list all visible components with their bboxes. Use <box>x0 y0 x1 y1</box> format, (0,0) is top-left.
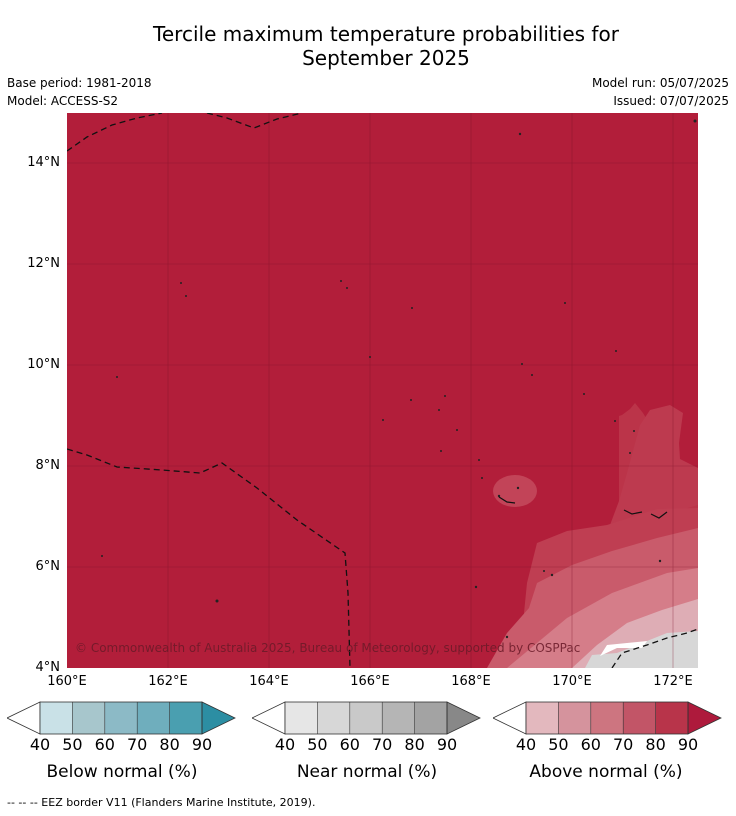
cb-above-bin-4 <box>623 702 656 734</box>
lat-label-6n: 6°N <box>35 559 61 574</box>
lon-label-164e: 164°E <box>249 674 289 689</box>
cb-above-bin-3 <box>590 702 624 734</box>
atolls <box>498 496 668 519</box>
colorbar-near-normal <box>252 701 481 735</box>
cb-below-bin-4 <box>137 702 170 734</box>
colorbar-above-normal <box>493 701 722 735</box>
cb-near-bin-5 <box>414 702 447 734</box>
cb-below-bin-2 <box>72 702 105 734</box>
probability-map <box>67 113 698 668</box>
cb-near-bin-2 <box>317 702 350 734</box>
cb-below-high-arrow <box>201 701 236 735</box>
cb-below-low-arrow <box>7 701 41 735</box>
model-name: Model: ACCESS-S2 <box>7 94 119 108</box>
lon-label-170e: 170°E <box>552 674 592 689</box>
cb-above-bin-1 <box>526 702 559 734</box>
cb-near-high-arrow <box>446 701 481 735</box>
colorbar-above-label: Above normal (%) <box>529 762 683 782</box>
lat-label-14n: 14°N <box>27 155 60 170</box>
cb-near-tick: 90 <box>436 735 458 754</box>
cb-below-tick: 40 <box>29 735 51 754</box>
white-gap <box>600 641 647 656</box>
cb-above-bin-5 <box>655 702 688 734</box>
near-normal-region <box>585 631 698 668</box>
cb-near-tick: 50 <box>307 735 328 754</box>
lat-label-4n: 4°N <box>35 660 61 675</box>
model-run: Model run: 05/07/2025 <box>591 76 729 90</box>
cb-above-tick: 80 <box>645 735 666 754</box>
eez-borders <box>67 113 698 668</box>
islands <box>101 119 697 639</box>
lon-label-166e: 166°E <box>350 674 390 689</box>
cb-above-bin-2 <box>558 702 591 734</box>
base-period: Base period: 1981-2018 <box>7 76 152 90</box>
cb-below-tick: 50 <box>62 735 83 754</box>
copyright-notice: © Commonwealth of Australia 2025, Bureau… <box>75 641 581 655</box>
cb-near-tick: 40 <box>274 735 296 754</box>
colorbar-below-label: Below normal (%) <box>46 762 198 782</box>
lon-label-162e: 162°E <box>148 674 188 689</box>
cb-near-tick: 70 <box>372 735 393 754</box>
lon-label-160e: 160°E <box>47 674 87 689</box>
patch-ellipse <box>493 475 537 507</box>
cb-near-bin-4 <box>382 702 415 734</box>
map-svg <box>67 113 698 668</box>
lon-label-172e: 172°E <box>653 674 693 689</box>
cb-above-tick: 50 <box>548 735 569 754</box>
cb-near-tick: 60 <box>339 735 360 754</box>
cb-below-tick: 70 <box>127 735 148 754</box>
above-80-northeast <box>610 405 698 531</box>
cb-near-tick: 80 <box>404 735 425 754</box>
chart-title: Tercile maximum temperature probabilitie… <box>0 22 736 70</box>
title-line-1: Tercile maximum temperature probabilitie… <box>153 22 619 46</box>
meta-left: Base period: 1981-2018 Model: ACCESS-S2 <box>7 74 152 110</box>
cb-below-bin-5 <box>169 702 202 734</box>
colorbar-near-label: Near normal (%) <box>296 762 438 782</box>
cb-below-tick: 60 <box>94 735 115 754</box>
lat-label-8n: 8°N <box>35 458 61 473</box>
cb-above-tick: 90 <box>677 735 699 754</box>
eez-footnote: -- -- -- EEZ border V11 (Flanders Marine… <box>7 796 316 809</box>
cb-above-tick: 60 <box>580 735 601 754</box>
cb-near-low-arrow <box>252 701 286 735</box>
cb-below-bin-3 <box>104 702 138 734</box>
lon-label-168e: 168°E <box>451 674 491 689</box>
colorbar-below-normal <box>7 701 236 735</box>
cb-below-bin-1 <box>40 702 73 734</box>
cb-above-high-arrow <box>687 701 722 735</box>
lat-label-12n: 12°N <box>27 256 60 271</box>
cb-near-bin-1 <box>285 702 318 734</box>
cb-below-tick: 90 <box>191 735 213 754</box>
cb-above-low-arrow <box>493 701 527 735</box>
cb-above-tick: 70 <box>613 735 634 754</box>
cb-near-bin-3 <box>349 702 383 734</box>
gridlines <box>67 113 698 668</box>
cb-below-tick: 80 <box>159 735 180 754</box>
issued-date: Issued: 07/07/2025 <box>613 94 729 108</box>
title-line-2: September 2025 <box>302 46 470 70</box>
cb-above-tick: 40 <box>515 735 537 754</box>
lat-label-10n: 10°N <box>27 357 60 372</box>
meta-right: Model run: 05/07/2025 Issued: 07/07/2025 <box>592 74 729 110</box>
